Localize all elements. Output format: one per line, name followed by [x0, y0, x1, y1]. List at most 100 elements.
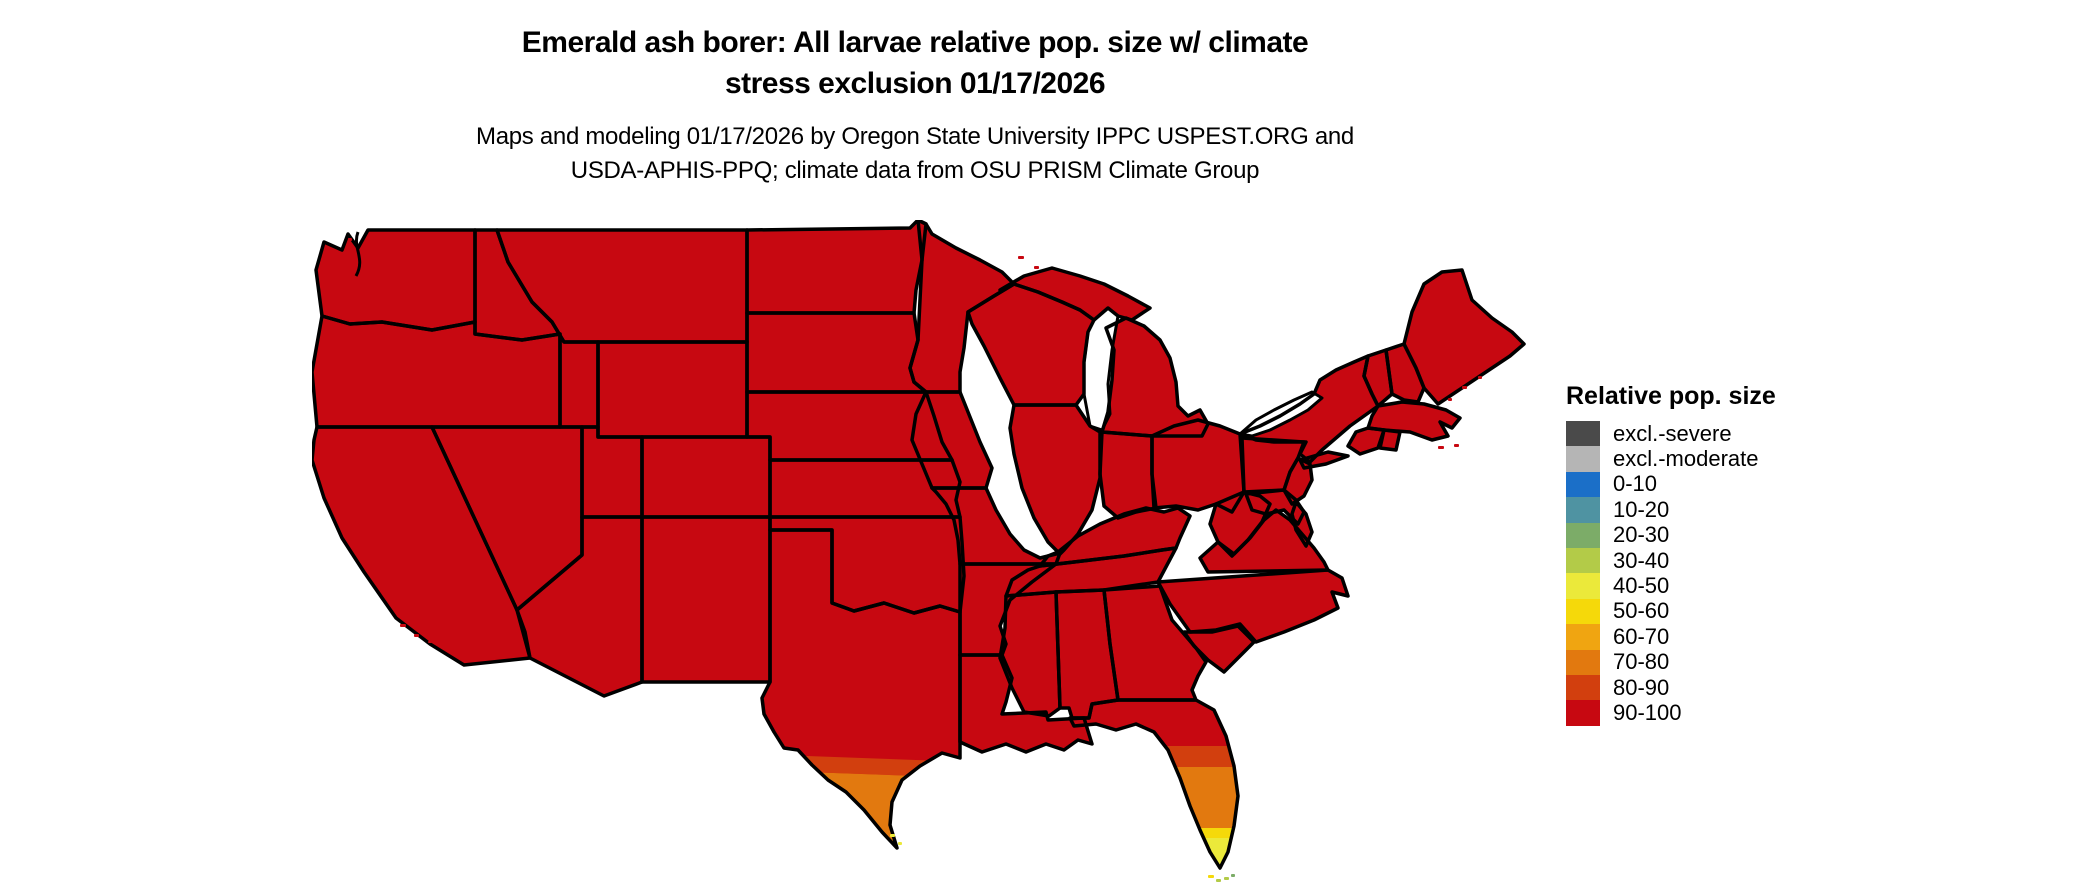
legend-swatch	[1566, 674, 1600, 701]
map-title-line2: stress exclusion 01/17/2026	[724, 67, 1106, 100]
state-border-texas	[760, 528, 962, 850]
state-minnesota	[910, 220, 1014, 392]
state-rhode-island	[1380, 430, 1400, 450]
state-nebraska	[747, 392, 952, 460]
state-south-carolina	[1184, 626, 1254, 672]
state-border-missouri	[930, 486, 1062, 566]
marthas-vineyard-island	[1438, 446, 1444, 449]
state-wyoming	[598, 342, 747, 437]
state-border-minnesota	[908, 220, 1016, 394]
state-florida	[1070, 700, 1238, 868]
legend-label: 10-20	[1613, 496, 1670, 522]
map-subtitle-line2: USDA-APHIS-PPQ; climate data from OSU PR…	[570, 157, 1260, 184]
state-arizona	[517, 517, 642, 696]
isle-royale-island	[1018, 256, 1024, 259]
legend-item: excl.-severe	[1566, 421, 1776, 447]
state-border-long-island	[1298, 450, 1350, 470]
state-arkansas	[960, 564, 1056, 655]
legend-label: 30-40	[1613, 547, 1670, 573]
maine-coast-island	[1462, 386, 1467, 389]
state-border-florida	[1068, 698, 1240, 870]
legend-label: 70-80	[1613, 649, 1670, 675]
state-new-mexico	[642, 517, 770, 682]
florida-keys	[1216, 879, 1221, 882]
state-colorado	[642, 437, 770, 517]
state-missouri	[932, 488, 1060, 564]
overlay-florida-40-50	[1132, 838, 1238, 868]
legend-label: 80-90	[1613, 674, 1670, 700]
legend-label: excl.-moderate	[1613, 446, 1759, 472]
state-nevada	[432, 427, 582, 610]
state-idaho	[475, 230, 598, 427]
legend-item: 50-60	[1566, 598, 1776, 625]
legend-label: 90-100	[1613, 700, 1682, 725]
state-vermont	[1364, 350, 1392, 406]
legend-swatch	[1566, 446, 1600, 472]
state-washington	[316, 230, 475, 330]
state-kansas	[770, 460, 960, 517]
state-maine	[1404, 270, 1524, 404]
legend-item: 40-50	[1566, 573, 1776, 599]
state-border-tennessee	[1004, 546, 1178, 598]
legend-swatch	[1566, 598, 1600, 625]
state-south-dakota	[747, 313, 926, 392]
legend-label: 60-70	[1613, 623, 1670, 649]
texas-tip-cell	[890, 834, 895, 837]
state-new-hampshire	[1386, 344, 1424, 402]
legend-swatch	[1566, 700, 1600, 726]
map-title-line1: Emerald ash borer: All larvae relative p…	[521, 26, 1309, 59]
superior-island	[1034, 266, 1039, 269]
state-michigan-upper-peninsula	[1000, 268, 1150, 320]
map-subtitle: Maps and modeling 01/17/2026 by Oregon S…	[290, 120, 1540, 188]
overlay-florida-80-90	[1132, 746, 1238, 767]
san-juan-islands	[348, 238, 352, 241]
state-mississippi	[1000, 592, 1060, 716]
map-subtitle-line1: Maps and modeling 01/17/2026 by Oregon S…	[476, 123, 1354, 150]
legend-label: 20-30	[1613, 522, 1670, 548]
legend-item: 10-20	[1566, 496, 1776, 523]
state-michigan	[1102, 318, 1208, 436]
state-border-georgia	[1102, 584, 1208, 702]
state-utah	[582, 427, 642, 517]
state-louisiana	[960, 655, 1092, 752]
legend-item: 20-30	[1566, 522, 1776, 548]
state-iowa	[912, 392, 992, 488]
state-border-illinois	[1008, 403, 1102, 556]
state-borders	[312, 220, 1526, 870]
legend: Relative pop. size excl.-severe excl.-mod…	[1566, 382, 1776, 726]
legend-item: excl.-moderate	[1566, 446, 1776, 472]
channel-island	[414, 634, 419, 637]
overlay-texas-70-80	[762, 770, 960, 848]
state-long-island	[1300, 452, 1348, 468]
legend-item: 0-10	[1566, 471, 1776, 498]
state-georgia	[1104, 586, 1206, 700]
legend-rows: excl.-severe excl.-moderate 0-10 10-20 20-30…	[1566, 421, 1776, 726]
state-border-delmarva-peninsula	[1290, 500, 1314, 548]
maine-coast-island	[1478, 376, 1482, 379]
legend-swatch	[1566, 497, 1600, 523]
state-border-louisiana	[958, 653, 1094, 754]
legend-item: 80-90	[1566, 674, 1776, 701]
florida-keys	[1224, 877, 1229, 880]
puget-sound	[354, 231, 362, 277]
legend-swatch	[1566, 471, 1600, 498]
state-border-maine	[1402, 268, 1526, 406]
state-montana	[497, 230, 747, 342]
florida-keys	[1208, 875, 1214, 878]
state-oklahoma	[770, 517, 964, 613]
state-ohio	[1152, 420, 1244, 512]
state-illinois	[1010, 405, 1100, 554]
state-border-maryland	[1244, 488, 1306, 526]
state-delmarva-peninsula	[1292, 502, 1312, 546]
map-title: Emerald ash borer: All larvae relative p…	[290, 22, 1540, 104]
state-north-dakota	[747, 220, 926, 313]
legend-item: 90-100	[1566, 700, 1776, 726]
channel-island	[400, 624, 406, 627]
nantucket-island	[1454, 444, 1459, 447]
florida-keys	[1231, 874, 1235, 877]
legend-swatch	[1566, 649, 1600, 675]
us-map	[312, 220, 1526, 882]
legend-swatch	[1566, 624, 1600, 650]
state-indiana	[1100, 432, 1156, 518]
legend-swatch	[1566, 522, 1600, 548]
